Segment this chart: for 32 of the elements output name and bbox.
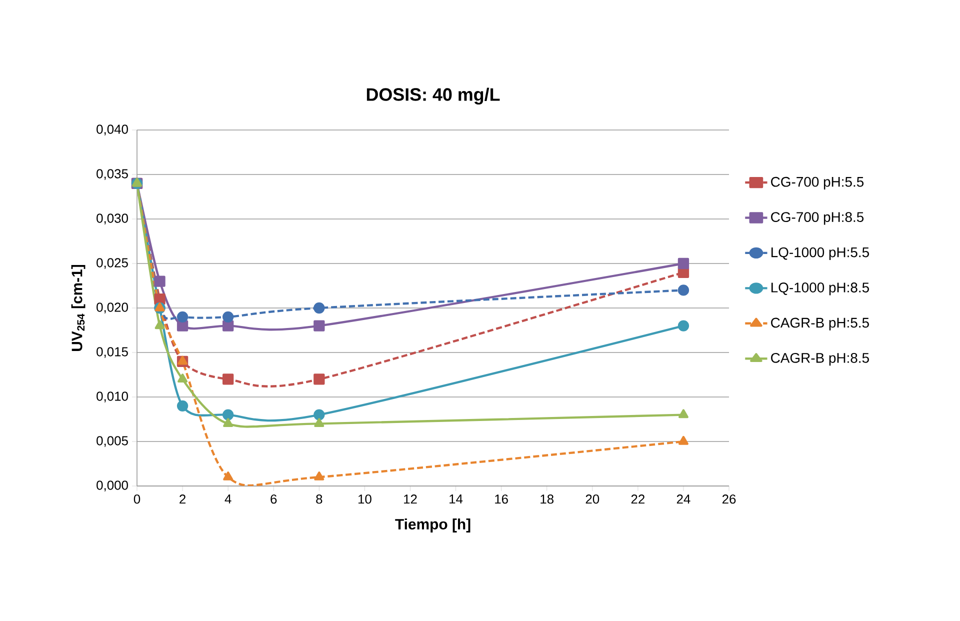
x-tick-label: 12 — [404, 494, 417, 504]
x-tick-label: 20 — [586, 494, 600, 504]
legend-label: LQ-1000 pH:5.5 — [771, 247, 869, 260]
y-tick-label: 0,000 — [96, 480, 128, 492]
y-tick-label: 0,035 — [96, 169, 128, 180]
x-axis-title: Tiempo [h] — [395, 518, 470, 532]
y-tick-label: 0,010 — [96, 392, 128, 402]
x-tick-label: 22 — [631, 494, 644, 504]
legend-label: CG-700 pH:8.5 — [771, 212, 864, 225]
y-tick-label: 0,020 — [96, 302, 128, 314]
y-tick-label: 0,005 — [96, 436, 128, 447]
x-tick-label: 4 — [224, 494, 232, 504]
legend-label: CAGR-B pH:8.5 — [771, 352, 869, 366]
chart-title: DOSIS: 40 mg/L — [366, 88, 500, 104]
legend-label: CG-700 pH:5.5 — [771, 176, 864, 190]
y-tick-label: 0,015 — [96, 347, 128, 358]
y-tick-label: 0,030 — [96, 214, 128, 224]
x-tick-label: 26 — [722, 494, 736, 504]
x-tick-label: 10 — [358, 494, 372, 504]
x-tick-label: 18 — [540, 494, 554, 504]
y-tick-label: 0,025 — [96, 258, 128, 269]
legend-label: CAGR-B pH:5.5 — [771, 318, 869, 330]
x-tick-label: 24 — [676, 494, 690, 504]
x-tick-label: 14 — [450, 494, 463, 504]
y-axis-title: UV$_{254}$ [cm-1] — [71, 264, 86, 351]
x-tick-label: 16 — [495, 494, 508, 504]
x-tick-label: 2 — [180, 494, 186, 504]
x-tick-label: 6 — [270, 494, 277, 504]
x-tick-label: 8 — [316, 494, 322, 504]
x-tick-label: 0 — [134, 494, 140, 504]
legend-label: LQ-1000 pH:8.5 — [771, 282, 869, 296]
y-tick-label: 0,040 — [96, 124, 128, 136]
